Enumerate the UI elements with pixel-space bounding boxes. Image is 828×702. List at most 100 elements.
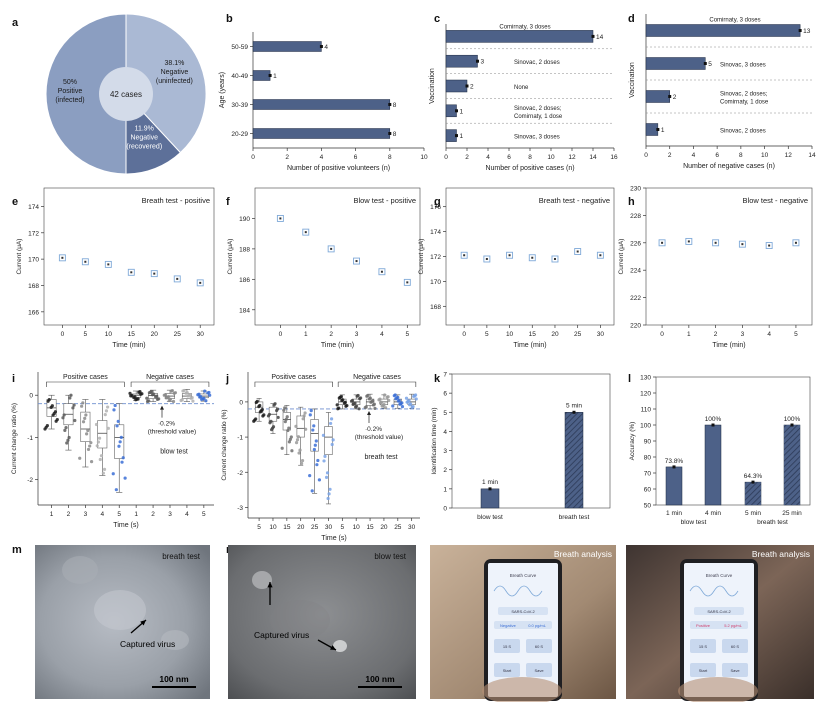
x-tick-label: 4 — [380, 331, 384, 338]
x-tick-label: 20 — [380, 524, 388, 531]
bar-value-label: 2 — [673, 94, 677, 101]
data-point — [152, 392, 156, 396]
y-axis-label: Current change ratio (%) — [221, 409, 228, 480]
x-tick-label: 8 — [739, 152, 743, 159]
data-point — [173, 275, 181, 283]
y-axis-label: Current (μA) — [227, 239, 234, 275]
x-tick-label: 14 — [808, 152, 816, 159]
data-point — [286, 428, 290, 433]
x-tick-label: 20 — [551, 331, 559, 338]
bar — [645, 90, 670, 103]
pie-label-negative: Negative — [161, 69, 189, 76]
data-point — [55, 417, 59, 422]
bracket-negative-label: Negative cases — [353, 374, 401, 381]
bar-value-label: 73.8% — [665, 458, 684, 465]
data-point — [258, 403, 262, 408]
x-tick-label: 4 — [185, 511, 189, 518]
data-point — [83, 416, 87, 420]
bar-end-marker — [268, 74, 272, 77]
virus-particle — [333, 640, 347, 652]
data-point — [86, 447, 91, 452]
data-point — [150, 389, 154, 394]
data-point — [197, 392, 201, 396]
y-axis-label: Current (μA) — [16, 239, 23, 275]
app-code: SARS-CoV-2 — [707, 609, 731, 614]
y-tick-label: -1 — [237, 435, 243, 442]
x-tick-label: 1 — [50, 511, 54, 518]
plot-frame — [445, 187, 615, 326]
error-bar-center — [576, 250, 579, 253]
data-point — [173, 391, 178, 395]
bar-value-label: 100% — [705, 416, 722, 423]
data-point — [260, 407, 264, 412]
plot-frame — [451, 373, 611, 509]
data-point — [65, 441, 69, 445]
data-point — [150, 270, 158, 278]
y-tick-label: 90 — [644, 439, 652, 446]
x-category-label: blow test — [477, 514, 503, 521]
category-label: Comirnaty, 3 doses — [709, 18, 760, 24]
data-point — [283, 406, 287, 410]
data-point — [685, 237, 693, 245]
x-tick-label: 1 — [687, 331, 691, 338]
x-tick-label: 6 — [354, 154, 358, 161]
error-bar-center — [304, 231, 307, 234]
x-tick-label: 3 — [741, 331, 745, 338]
error-bar-center — [406, 281, 409, 284]
bar — [645, 57, 706, 70]
data-point — [50, 404, 54, 408]
x-tick-label: 16 — [610, 154, 618, 161]
chart-title: Blow test - positive — [353, 196, 416, 205]
data-point — [658, 239, 666, 247]
data-point — [303, 411, 307, 415]
bar-value-label: 8 — [393, 131, 397, 138]
data-point — [267, 412, 272, 417]
data-point — [62, 413, 66, 417]
data-point — [379, 400, 384, 404]
x-axis-label: Number of negative cases (n) — [683, 163, 775, 170]
data-point — [313, 443, 317, 447]
data-point — [317, 478, 322, 482]
panel-letter-l: l — [628, 373, 631, 385]
app-button-label: 15 S — [699, 644, 708, 649]
data-point — [322, 459, 326, 463]
arrow-label: Captured virus — [254, 630, 309, 640]
category-label: 50-59 — [231, 44, 248, 51]
data-point — [400, 401, 404, 405]
data-point — [123, 476, 127, 480]
bar-value-label: 64.3% — [744, 473, 763, 480]
data-point — [102, 467, 107, 471]
data-point — [276, 415, 280, 420]
data-point — [341, 398, 345, 402]
x-tick-label: 0 — [444, 154, 448, 161]
category-label: Comirnaty, 1 dose — [720, 100, 769, 106]
y-tick-label: 130 — [640, 375, 651, 382]
category-label: 40-49 — [231, 73, 248, 80]
panel-letter-h: h — [628, 196, 635, 208]
y-tick-label: 172 — [28, 230, 39, 237]
data-point — [738, 240, 746, 248]
pie-slice-positive — [45, 13, 127, 175]
x-tick-label: 5 — [202, 511, 206, 518]
pointer-arrow-head — [267, 582, 273, 588]
error-bar-center — [687, 240, 690, 243]
data-point — [312, 447, 316, 452]
error-bar-center — [130, 271, 133, 274]
data-point — [371, 399, 375, 403]
data-point — [58, 254, 66, 262]
category-label: 30-39 — [231, 102, 248, 109]
bar-end-marker — [656, 128, 660, 131]
y-tick-label: 228 — [630, 213, 641, 220]
x-tick-label: 15 — [283, 524, 291, 531]
data-point — [147, 399, 151, 403]
data-point — [204, 399, 208, 403]
x-tick-label: 5 — [485, 331, 489, 338]
bar-value-label: 5 min — [566, 402, 582, 409]
data-point — [345, 403, 349, 408]
x-tick-label: 3 — [355, 331, 359, 338]
x-tick-label: 10 — [420, 154, 428, 161]
data-point — [357, 407, 361, 411]
data-point — [188, 393, 192, 397]
